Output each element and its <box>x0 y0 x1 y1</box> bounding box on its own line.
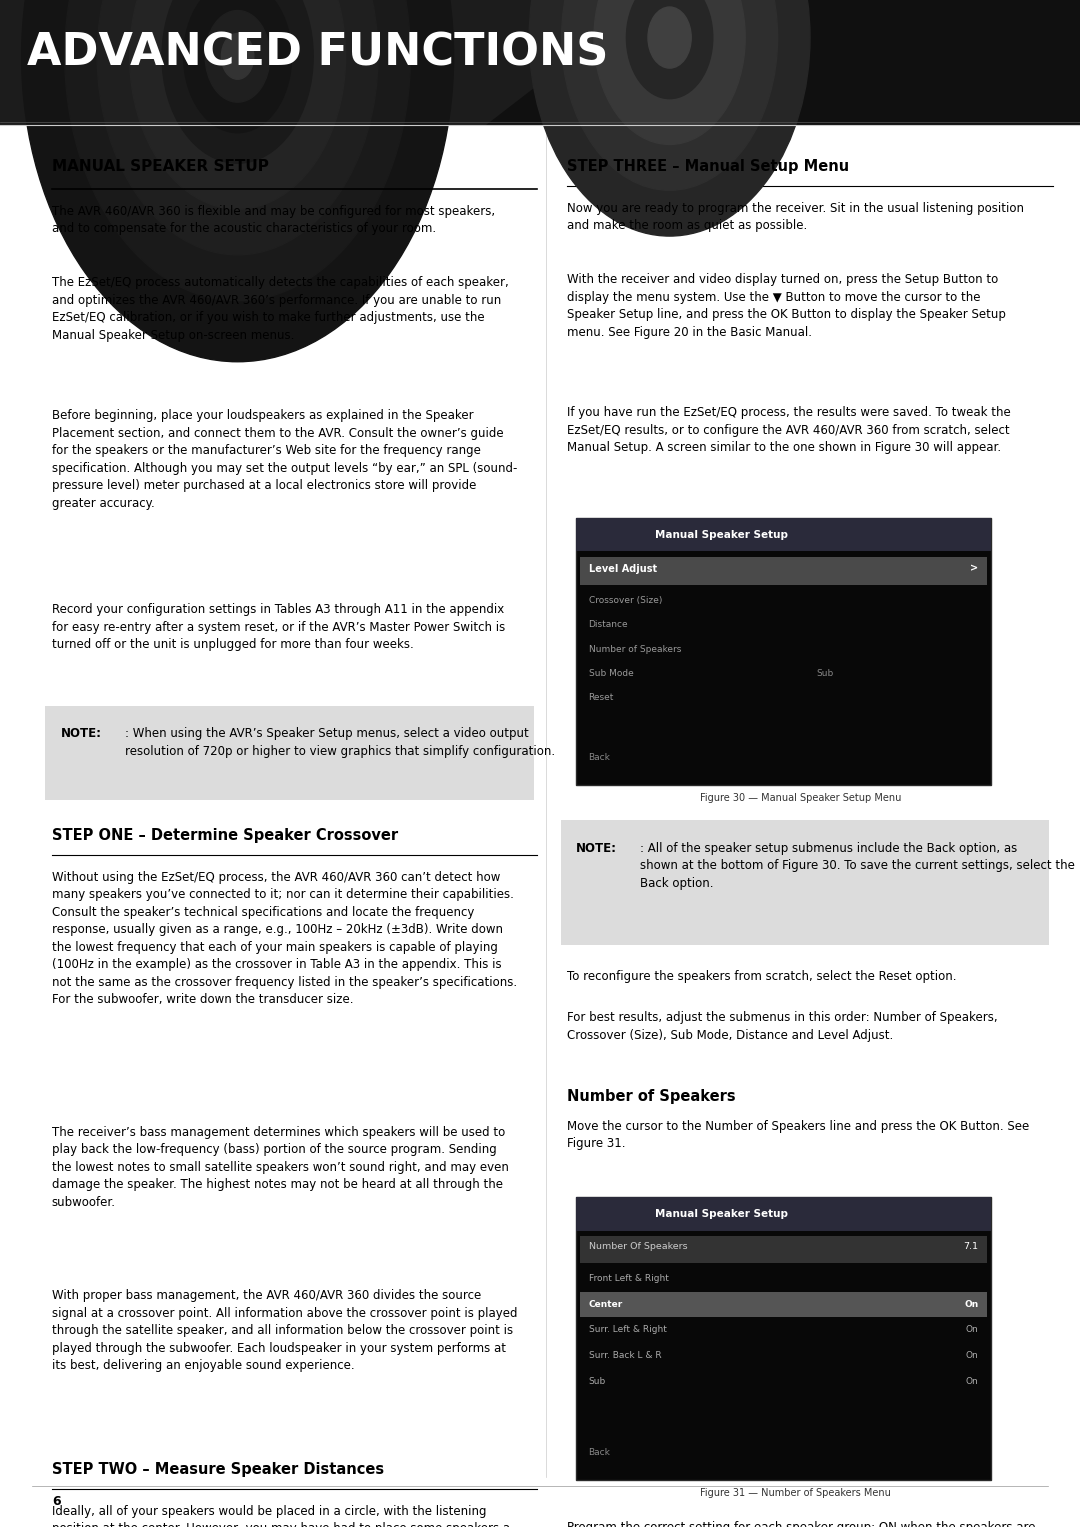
Text: Without using the EzSet/EQ process, the AVR 460/AVR 360 can’t detect how
many sp: Without using the EzSet/EQ process, the … <box>52 870 517 1006</box>
Text: On: On <box>966 1325 978 1335</box>
Circle shape <box>162 0 313 163</box>
Text: STEP THREE – Manual Setup Menu: STEP THREE – Manual Setup Menu <box>567 159 849 174</box>
Text: 7.1: 7.1 <box>963 1243 978 1252</box>
Text: Back: Back <box>589 753 610 762</box>
Text: Surr. Back L & R: Surr. Back L & R <box>589 1351 661 1361</box>
Text: Distance: Distance <box>589 620 629 629</box>
Text: : All of the speaker setup submenus include the Back option, as
shown at the bot: : All of the speaker setup submenus incl… <box>640 841 1076 890</box>
Text: Before beginning, place your loudspeakers as explained in the Speaker
Placement : Before beginning, place your loudspeaker… <box>52 409 517 510</box>
Text: Program the correct setting for each speaker group: ON when the speakers are
pre: Program the correct setting for each spe… <box>567 1521 1036 1527</box>
Text: : When using the AVR’s Speaker Setup menus, select a video output
resolution of : : When using the AVR’s Speaker Setup men… <box>125 727 555 757</box>
FancyBboxPatch shape <box>45 705 534 800</box>
Text: On: On <box>964 1299 978 1309</box>
Circle shape <box>130 0 346 209</box>
Text: The EzSet/EQ process automatically detects the capabilities of each speaker,
and: The EzSet/EQ process automatically detec… <box>52 276 509 342</box>
Text: Number of Speakers: Number of Speakers <box>567 1089 735 1104</box>
Text: Level Adjust: Level Adjust <box>589 563 657 574</box>
Text: MANUAL SPEAKER SETUP: MANUAL SPEAKER SETUP <box>52 159 269 174</box>
Circle shape <box>184 0 292 133</box>
Text: STEP ONE – Determine Speaker Crossover: STEP ONE – Determine Speaker Crossover <box>52 828 397 843</box>
Text: Figure 31 — Number of Speakers Menu: Figure 31 — Number of Speakers Menu <box>701 1487 891 1498</box>
Circle shape <box>205 11 270 102</box>
Text: Sub Mode: Sub Mode <box>589 669 633 678</box>
Polygon shape <box>486 0 1080 125</box>
Text: 6: 6 <box>52 1495 60 1509</box>
Text: Move the cursor to the Number of Speakers line and press the OK Button. See
Figu: Move the cursor to the Number of Speaker… <box>567 1119 1029 1150</box>
Text: Manual Speaker Setup: Manual Speaker Setup <box>654 1209 787 1219</box>
FancyBboxPatch shape <box>580 1235 987 1263</box>
Circle shape <box>65 0 410 301</box>
Text: Reset: Reset <box>589 693 613 702</box>
Text: If you have run the EzSet/EQ process, the results were saved. To tweak the
EzSet: If you have run the EzSet/EQ process, th… <box>567 406 1011 454</box>
Text: With proper bass management, the AVR 460/AVR 360 divides the source
signal at a : With proper bass management, the AVR 460… <box>52 1289 517 1373</box>
Text: Front Left & Right: Front Left & Right <box>589 1274 669 1283</box>
FancyBboxPatch shape <box>0 0 1080 125</box>
FancyBboxPatch shape <box>576 518 991 785</box>
Text: NOTE:: NOTE: <box>60 727 102 741</box>
Text: The receiver’s bass management determines which speakers will be used to
play ba: The receiver’s bass management determine… <box>52 1125 509 1209</box>
Text: >: > <box>970 563 978 574</box>
Text: Sub: Sub <box>589 1377 606 1387</box>
Text: Back: Back <box>589 1448 610 1457</box>
FancyBboxPatch shape <box>561 820 1049 945</box>
Text: Manual Speaker Setup: Manual Speaker Setup <box>654 530 787 539</box>
Circle shape <box>562 0 778 191</box>
Text: Ideally, all of your speakers would be placed in a circle, with the listening
po: Ideally, all of your speakers would be p… <box>52 1504 510 1527</box>
Text: ADVANCED FUNCTIONS: ADVANCED FUNCTIONS <box>27 31 608 75</box>
Text: Surr. Left & Right: Surr. Left & Right <box>589 1325 666 1335</box>
Text: To reconfigure the speakers from scratch, select the Reset option.: To reconfigure the speakers from scratch… <box>567 970 957 983</box>
FancyBboxPatch shape <box>576 518 991 551</box>
Circle shape <box>529 0 810 237</box>
Text: With the receiver and video display turned on, press the Setup Button to
display: With the receiver and video display turn… <box>567 273 1005 339</box>
FancyBboxPatch shape <box>576 1197 991 1231</box>
FancyBboxPatch shape <box>576 1197 991 1480</box>
Text: STEP TWO – Measure Speaker Distances: STEP TWO – Measure Speaker Distances <box>52 1461 384 1477</box>
Text: Sub: Sub <box>816 669 834 678</box>
FancyBboxPatch shape <box>580 1292 987 1316</box>
Circle shape <box>648 8 691 69</box>
Circle shape <box>221 34 254 79</box>
FancyBboxPatch shape <box>580 557 987 585</box>
Text: Number of Speakers: Number of Speakers <box>589 644 681 654</box>
Text: Now you are ready to program the receiver. Sit in the usual listening position
a: Now you are ready to program the receive… <box>567 202 1024 232</box>
Text: Number Of Speakers: Number Of Speakers <box>589 1243 687 1252</box>
Text: Center: Center <box>589 1299 623 1309</box>
Text: NOTE:: NOTE: <box>576 841 617 855</box>
Circle shape <box>594 0 745 145</box>
Text: On: On <box>966 1351 978 1361</box>
Circle shape <box>22 0 454 362</box>
Text: On: On <box>966 1377 978 1387</box>
Text: Figure 30 — Manual Speaker Setup Menu: Figure 30 — Manual Speaker Setup Menu <box>701 793 902 803</box>
Text: For best results, adjust the submenus in this order: Number of Speakers,
Crossov: For best results, adjust the submenus in… <box>567 1011 998 1041</box>
Text: Crossover (Size): Crossover (Size) <box>589 596 662 605</box>
Text: The AVR 460/AVR 360 is flexible and may be configured for most speakers,
and to : The AVR 460/AVR 360 is flexible and may … <box>52 205 495 235</box>
Text: Record your configuration settings in Tables A3 through A11 in the appendix
for : Record your configuration settings in Ta… <box>52 603 505 652</box>
Circle shape <box>626 0 713 99</box>
Circle shape <box>97 0 378 255</box>
